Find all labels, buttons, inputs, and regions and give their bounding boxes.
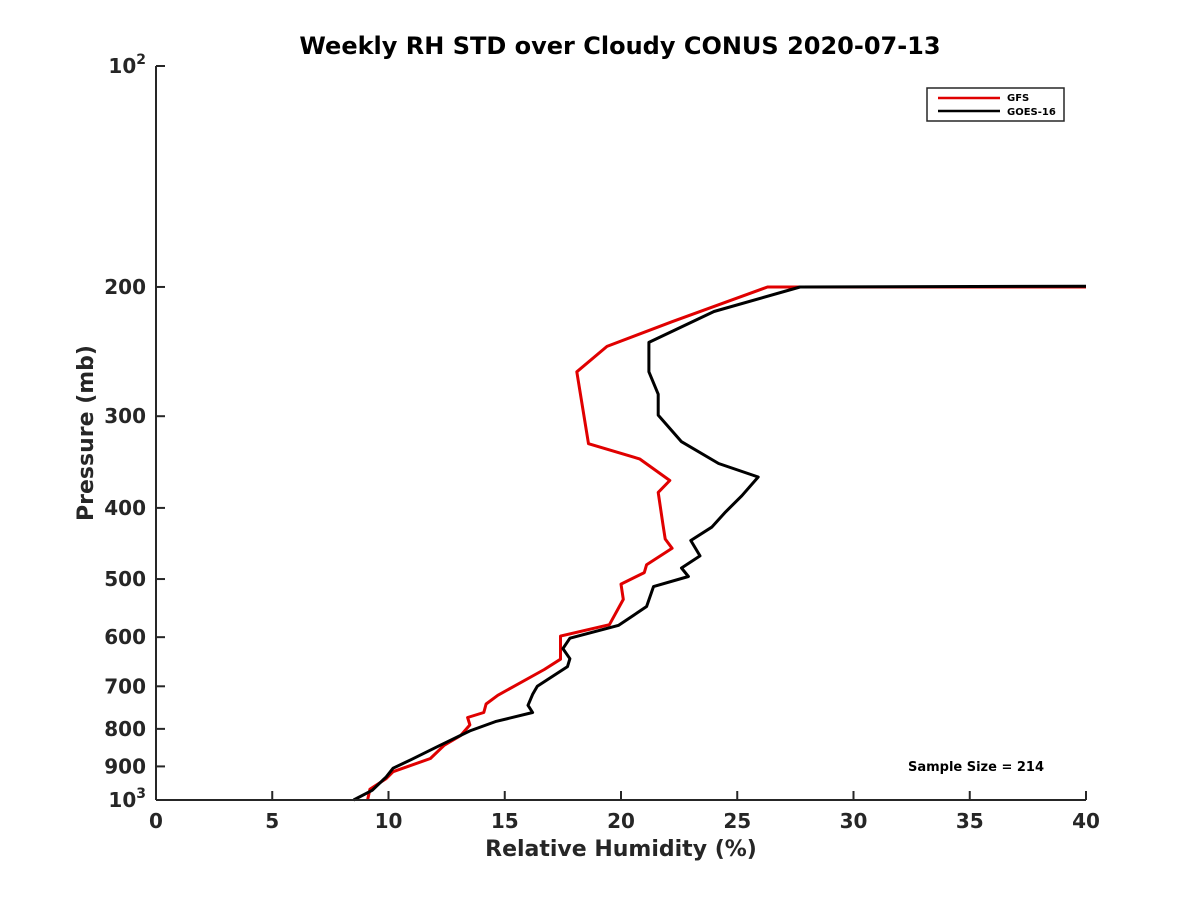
y-tick-label: 800 xyxy=(104,717,146,741)
y-tick-label: 102 xyxy=(108,52,146,78)
y-axis-ticks: 102 200 300 400 500 600 700 800 900 103 xyxy=(104,52,165,812)
y-tick-label: 300 xyxy=(104,404,146,428)
legend-box xyxy=(926,87,1065,122)
x-axis-label: Relative Humidity (%) xyxy=(485,837,757,862)
legend: GFS GOES-16 xyxy=(926,87,1065,122)
sample-size-annotation: Sample Size = 214 xyxy=(908,760,1044,775)
x-tick-label: 35 xyxy=(956,809,984,833)
plot-area: 0 5 10 15 20 25 30 35 40 102 200 300 400 500 600 700 80… xyxy=(104,52,1100,833)
y-tick-label: 600 xyxy=(104,625,146,649)
chart-title: Weekly RH STD over Cloudy CONUS 2020-07-… xyxy=(299,32,940,60)
y-tick-label: 500 xyxy=(104,567,146,591)
x-tick-label: 5 xyxy=(265,809,279,833)
y-tick-label: 400 xyxy=(104,496,146,520)
series-layer xyxy=(352,284,1087,802)
y-tick-label: 200 xyxy=(104,275,146,299)
x-tick-label: 20 xyxy=(607,809,635,833)
x-tick-label: 10 xyxy=(375,809,403,833)
legend-gfs-label: GFS xyxy=(1007,93,1029,104)
x-tick-label: 40 xyxy=(1072,809,1100,833)
y-tick-label: 700 xyxy=(104,674,146,698)
x-tick-label: 0 xyxy=(149,809,163,833)
x-tick-label: 30 xyxy=(840,809,868,833)
x-axis-ticks: 0 5 10 15 20 25 30 35 40 xyxy=(149,791,1100,833)
y-tick-label: 103 xyxy=(108,786,146,812)
legend-goes16-label: GOES-16 xyxy=(1007,107,1056,118)
y-axis-label: Pressure (mb) xyxy=(74,345,99,521)
x-tick-label: 25 xyxy=(723,809,751,833)
y-tick-label: 900 xyxy=(104,754,146,778)
series-line-goes-16 xyxy=(352,284,1087,802)
x-tick-label: 15 xyxy=(491,809,519,833)
